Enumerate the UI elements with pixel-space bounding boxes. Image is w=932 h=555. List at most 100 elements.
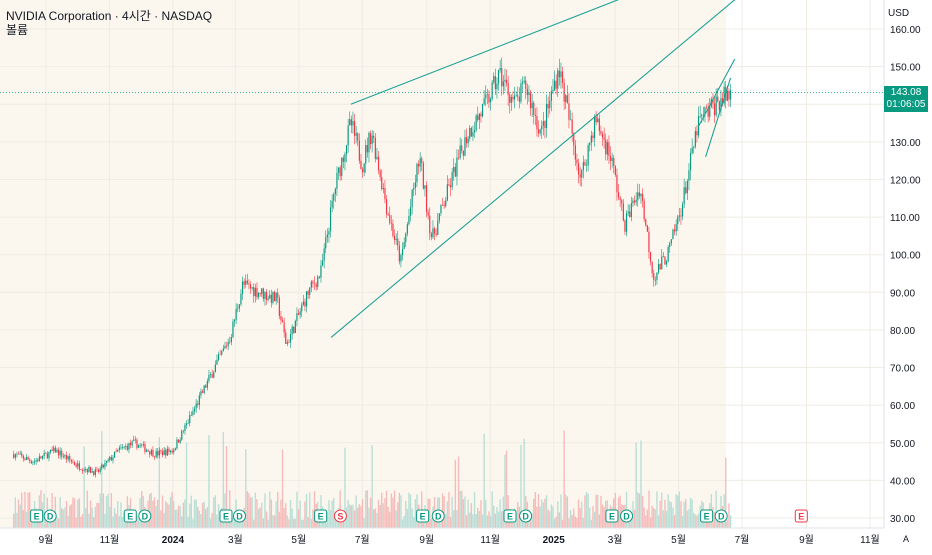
volume-bar — [377, 499, 380, 528]
candle-body — [366, 144, 368, 153]
candle-body — [305, 291, 308, 307]
candle-body — [574, 145, 576, 160]
candle-body — [488, 94, 490, 103]
volume-bar — [118, 516, 121, 528]
volume-bar — [75, 517, 77, 528]
candle-body — [144, 444, 146, 452]
candle-body — [19, 453, 21, 455]
candle-body — [517, 95, 519, 97]
volume-bar — [313, 491, 316, 528]
candle-body — [157, 451, 159, 456]
volume-bar — [689, 497, 692, 528]
volume-bar — [558, 512, 561, 528]
candle-body — [136, 439, 138, 448]
candle-body — [206, 380, 208, 388]
candle-body — [289, 334, 292, 343]
candle-body — [248, 283, 250, 285]
candle-body — [400, 255, 402, 262]
volume-bar — [193, 499, 196, 528]
volume-bar — [537, 493, 540, 528]
candle-body — [161, 451, 164, 456]
candle-body — [72, 461, 74, 463]
volume-bar — [400, 495, 402, 528]
volume-bar — [726, 519, 729, 528]
auto-scale-button[interactable]: A — [903, 534, 910, 544]
volume-bar — [467, 499, 469, 528]
volume-bar — [390, 493, 393, 528]
volume-bar — [249, 497, 252, 528]
volume-bar — [496, 506, 498, 528]
volume-bar — [497, 511, 500, 528]
candle-body — [361, 168, 364, 173]
candle-body — [321, 260, 324, 266]
candle-body — [558, 70, 560, 78]
volume-bar — [705, 517, 708, 528]
currency-label[interactable]: USD — [888, 8, 910, 19]
candle-body — [499, 67, 501, 71]
candle-body — [131, 441, 133, 446]
volume-bar — [457, 456, 460, 528]
volume-bar — [533, 498, 535, 528]
event-marker-label: D — [236, 512, 243, 522]
volume-bar — [446, 501, 449, 528]
candle-body — [273, 291, 276, 302]
candle-body — [637, 192, 639, 201]
candle-body — [555, 80, 557, 89]
candle-body — [691, 147, 693, 154]
time-tick-label: 9월 — [39, 534, 54, 546]
volume-bar — [545, 495, 548, 528]
volume-bar — [581, 501, 583, 528]
candle-body — [46, 453, 48, 459]
volume-bar — [17, 499, 20, 528]
candle-body — [51, 449, 53, 451]
candle-body — [721, 98, 724, 104]
candle-body — [33, 461, 36, 463]
volume-bar — [334, 513, 337, 528]
volume-bar — [339, 490, 341, 528]
candle-body — [467, 138, 469, 144]
volume-bar — [158, 437, 161, 528]
volume-bar — [357, 507, 359, 528]
volume-bar — [353, 510, 356, 528]
volume-bar — [630, 518, 633, 528]
volume-bar — [608, 517, 610, 528]
volume-bar — [381, 492, 383, 528]
candle-body — [675, 224, 677, 232]
symbol-title[interactable]: NVIDIA Corporation · 4시간 · NASDAQ — [6, 9, 213, 23]
candle-body — [501, 67, 503, 87]
candle-body — [536, 116, 538, 130]
candle-body — [323, 248, 325, 261]
volume-bar — [278, 511, 281, 528]
candle-body — [395, 238, 397, 240]
volume-bar — [326, 512, 329, 528]
volume-bar — [264, 493, 266, 528]
volume-bar — [595, 494, 597, 528]
volume-bar — [494, 513, 497, 528]
candle-body — [445, 200, 447, 207]
candle-body — [261, 288, 263, 294]
candle-body — [288, 342, 290, 343]
candle-body — [579, 174, 581, 178]
price-tick-label: 70.00 — [890, 364, 915, 375]
time-tick-label: 2025 — [543, 535, 566, 546]
candle-body — [709, 106, 711, 117]
candle-body — [496, 83, 498, 90]
candles — [13, 57, 732, 478]
candle-body — [390, 223, 392, 224]
volume-bar — [414, 499, 417, 528]
candle-body — [265, 292, 268, 300]
candle-body — [89, 466, 92, 473]
candle-body — [561, 71, 564, 84]
volume-bar — [208, 435, 210, 528]
volume-indicator-label[interactable]: 볼륨 — [6, 23, 29, 37]
event-marker-label: D — [718, 512, 725, 522]
candle-body — [105, 460, 108, 463]
price-tick-label: 30.00 — [890, 514, 915, 525]
candle-body — [357, 133, 359, 141]
volume-bar — [219, 516, 221, 528]
candle-body — [328, 231, 330, 235]
candle-body — [429, 215, 431, 234]
volume-bar — [555, 516, 557, 528]
